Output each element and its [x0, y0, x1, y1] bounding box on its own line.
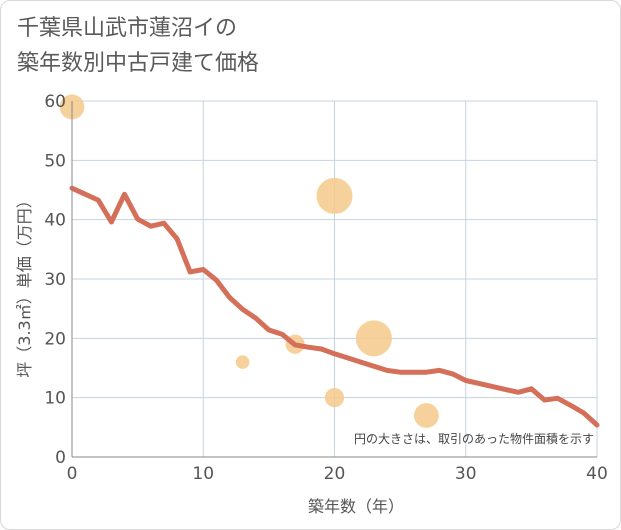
- y-tick-label: 40: [44, 211, 66, 231]
- chart-title-line1: 千葉県山武市蓮沼イの: [17, 16, 238, 41]
- y-tick-label: 10: [44, 389, 66, 409]
- axes: 0 10 20 30 40 50 60 0 10 20 30 40: [44, 92, 607, 484]
- bubble-point: [324, 388, 345, 408]
- x-tick-label: 0: [67, 464, 78, 484]
- y-axis-label: 坪（3.3㎡）単価（万円）: [15, 192, 34, 377]
- chart-title: 千葉県山武市蓮沼イの 築年数別中古戸建て価格: [17, 11, 259, 81]
- bubble-point: [413, 403, 439, 428]
- y-tick-label: 20: [44, 329, 66, 349]
- x-tick-label: 10: [192, 464, 214, 484]
- y-tick-label: 0: [55, 448, 66, 468]
- bubble-size-note: 円の大きさは、取引のあった物件面積を示す: [354, 431, 594, 446]
- bubble-point: [235, 355, 250, 369]
- x-axis-label: 築年数（年）: [308, 497, 404, 516]
- y-tick-label: 60: [44, 92, 66, 112]
- bubble-point: [355, 320, 392, 357]
- x-tick-label: 20: [324, 464, 346, 484]
- bubble-point: [316, 177, 353, 214]
- x-tick-label: 30: [455, 464, 477, 484]
- x-tick-label: 40: [586, 464, 608, 484]
- y-tick-label: 50: [44, 151, 66, 171]
- y-tick-label: 30: [44, 270, 66, 290]
- bubbles: [59, 94, 439, 428]
- chart-title-line2: 築年数別中古戸建て価格: [17, 51, 260, 76]
- series-line: [69, 185, 600, 428]
- series-lines: [69, 185, 600, 428]
